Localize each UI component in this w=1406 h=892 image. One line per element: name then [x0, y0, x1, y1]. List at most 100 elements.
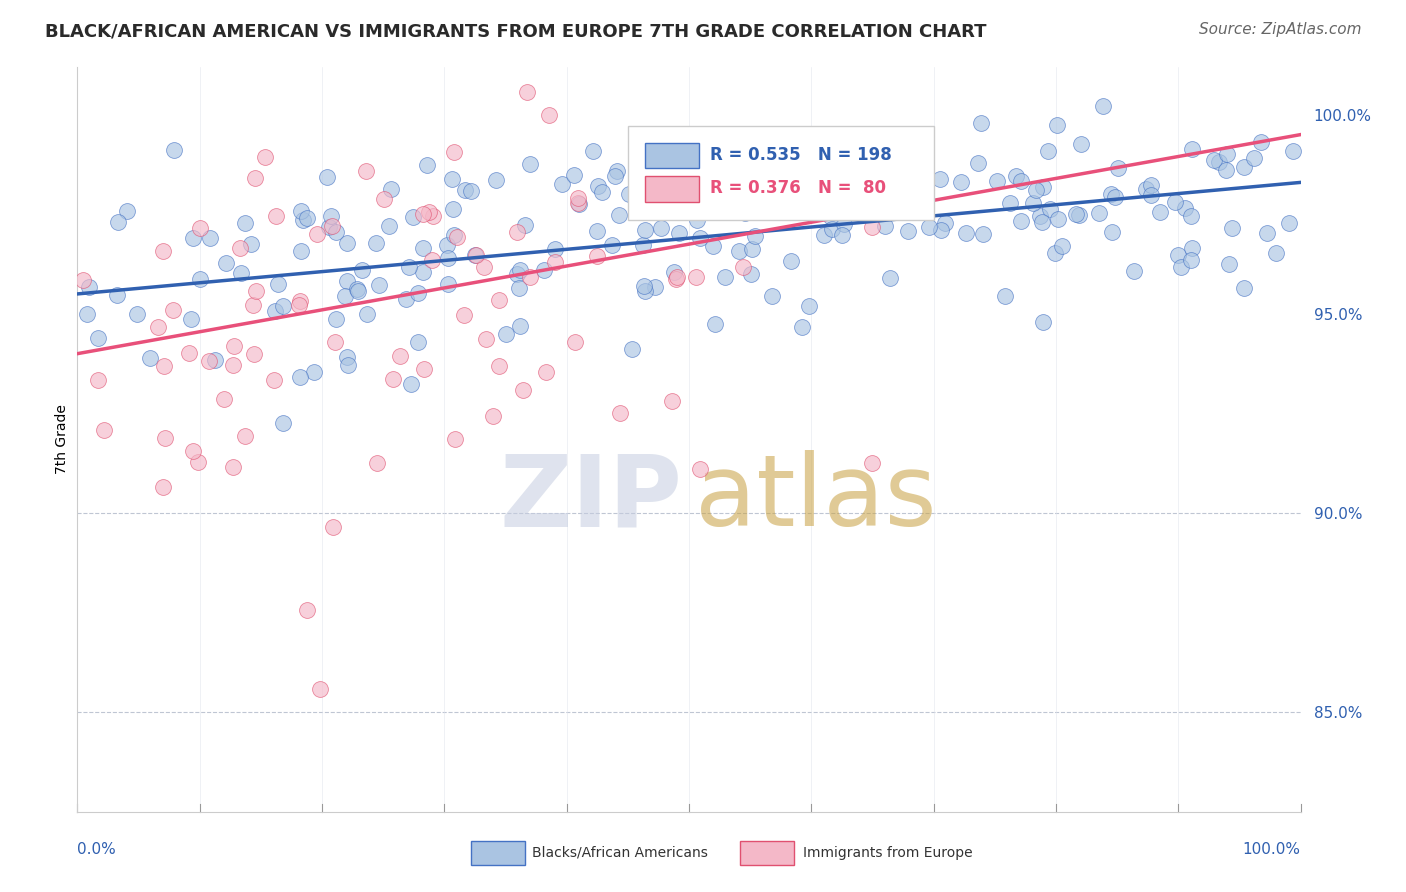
Point	[586, 224, 609, 238]
Point	[1264, 245, 1286, 260]
Point	[742, 138, 765, 153]
Point	[994, 288, 1017, 302]
Point	[934, 216, 956, 230]
Text: atlas: atlas	[695, 450, 936, 548]
Point	[835, 190, 858, 204]
Point	[453, 309, 475, 323]
Point	[929, 223, 952, 237]
Point	[1278, 216, 1301, 230]
Point	[686, 213, 709, 227]
Point	[380, 182, 402, 196]
Point	[309, 681, 332, 696]
Point	[790, 319, 813, 334]
Y-axis label: 7th Grade: 7th Grade	[55, 404, 69, 475]
Text: Immigrants from Europe: Immigrants from Europe	[803, 846, 973, 860]
Point	[834, 217, 856, 231]
Point	[416, 158, 439, 172]
Point	[292, 213, 315, 227]
Point	[243, 347, 266, 361]
Point	[665, 269, 688, 284]
Point	[901, 160, 924, 174]
Point	[253, 150, 276, 164]
Point	[485, 173, 508, 187]
Point	[562, 168, 585, 182]
Text: ZIP: ZIP	[501, 450, 683, 548]
Point	[420, 253, 443, 268]
Point	[700, 185, 723, 199]
Point	[319, 209, 342, 223]
Point	[333, 289, 356, 303]
Point	[813, 160, 835, 174]
Point	[949, 175, 972, 189]
Point	[621, 342, 644, 356]
Point	[402, 211, 425, 225]
Point	[472, 260, 495, 274]
Point	[188, 221, 211, 235]
Point	[245, 285, 267, 299]
Point	[727, 244, 749, 259]
Point	[1181, 241, 1204, 255]
Point	[534, 365, 557, 379]
Point	[1005, 169, 1028, 183]
FancyBboxPatch shape	[628, 127, 934, 219]
Point	[661, 394, 683, 409]
Point	[239, 237, 262, 252]
Point	[955, 226, 977, 240]
Point	[389, 349, 412, 363]
Point	[180, 311, 202, 326]
Point	[1070, 136, 1092, 151]
Point	[264, 303, 287, 318]
Point	[780, 254, 803, 268]
Point	[93, 423, 115, 437]
Point	[1232, 160, 1254, 174]
Point	[1215, 163, 1237, 178]
Text: R = 0.376   N =  80: R = 0.376 N = 80	[710, 179, 886, 197]
Point	[702, 239, 724, 253]
Point	[233, 216, 256, 230]
Point	[1029, 210, 1052, 224]
Point	[877, 190, 900, 204]
Point	[364, 235, 387, 250]
Point	[204, 353, 226, 368]
FancyBboxPatch shape	[645, 177, 699, 202]
Point	[1032, 315, 1054, 329]
Point	[212, 392, 235, 406]
Point	[76, 307, 98, 321]
Point	[509, 318, 531, 333]
Point	[651, 193, 673, 207]
Point	[373, 192, 395, 206]
Point	[181, 444, 204, 458]
Point	[460, 184, 482, 198]
Point	[242, 298, 264, 312]
FancyBboxPatch shape	[645, 143, 699, 169]
Point	[967, 156, 990, 170]
Point	[382, 372, 405, 386]
Point	[488, 359, 510, 374]
Point	[87, 373, 110, 387]
Point	[1050, 239, 1073, 253]
Point	[607, 208, 630, 222]
Point	[505, 225, 527, 239]
Point	[233, 429, 256, 443]
Point	[443, 227, 465, 242]
Point	[741, 242, 763, 256]
Point	[290, 244, 312, 259]
Point	[1180, 209, 1202, 223]
Text: BLACK/AFRICAN AMERICAN VS IMMIGRANTS FROM EUROPE 7TH GRADE CORRELATION CHART: BLACK/AFRICAN AMERICAN VS IMMIGRANTS FRO…	[45, 22, 987, 40]
Point	[441, 202, 464, 216]
Point	[972, 227, 994, 241]
Point	[454, 183, 477, 197]
Point	[179, 345, 201, 359]
Point	[464, 248, 486, 262]
Point	[436, 277, 458, 291]
Point	[318, 220, 340, 235]
Point	[1140, 178, 1163, 193]
Point	[537, 108, 560, 122]
Point	[1140, 187, 1163, 202]
Point	[896, 194, 918, 208]
Point	[495, 327, 517, 342]
Point	[87, 331, 110, 345]
Point	[1099, 187, 1122, 202]
Point	[780, 195, 803, 210]
Point	[1220, 221, 1243, 235]
